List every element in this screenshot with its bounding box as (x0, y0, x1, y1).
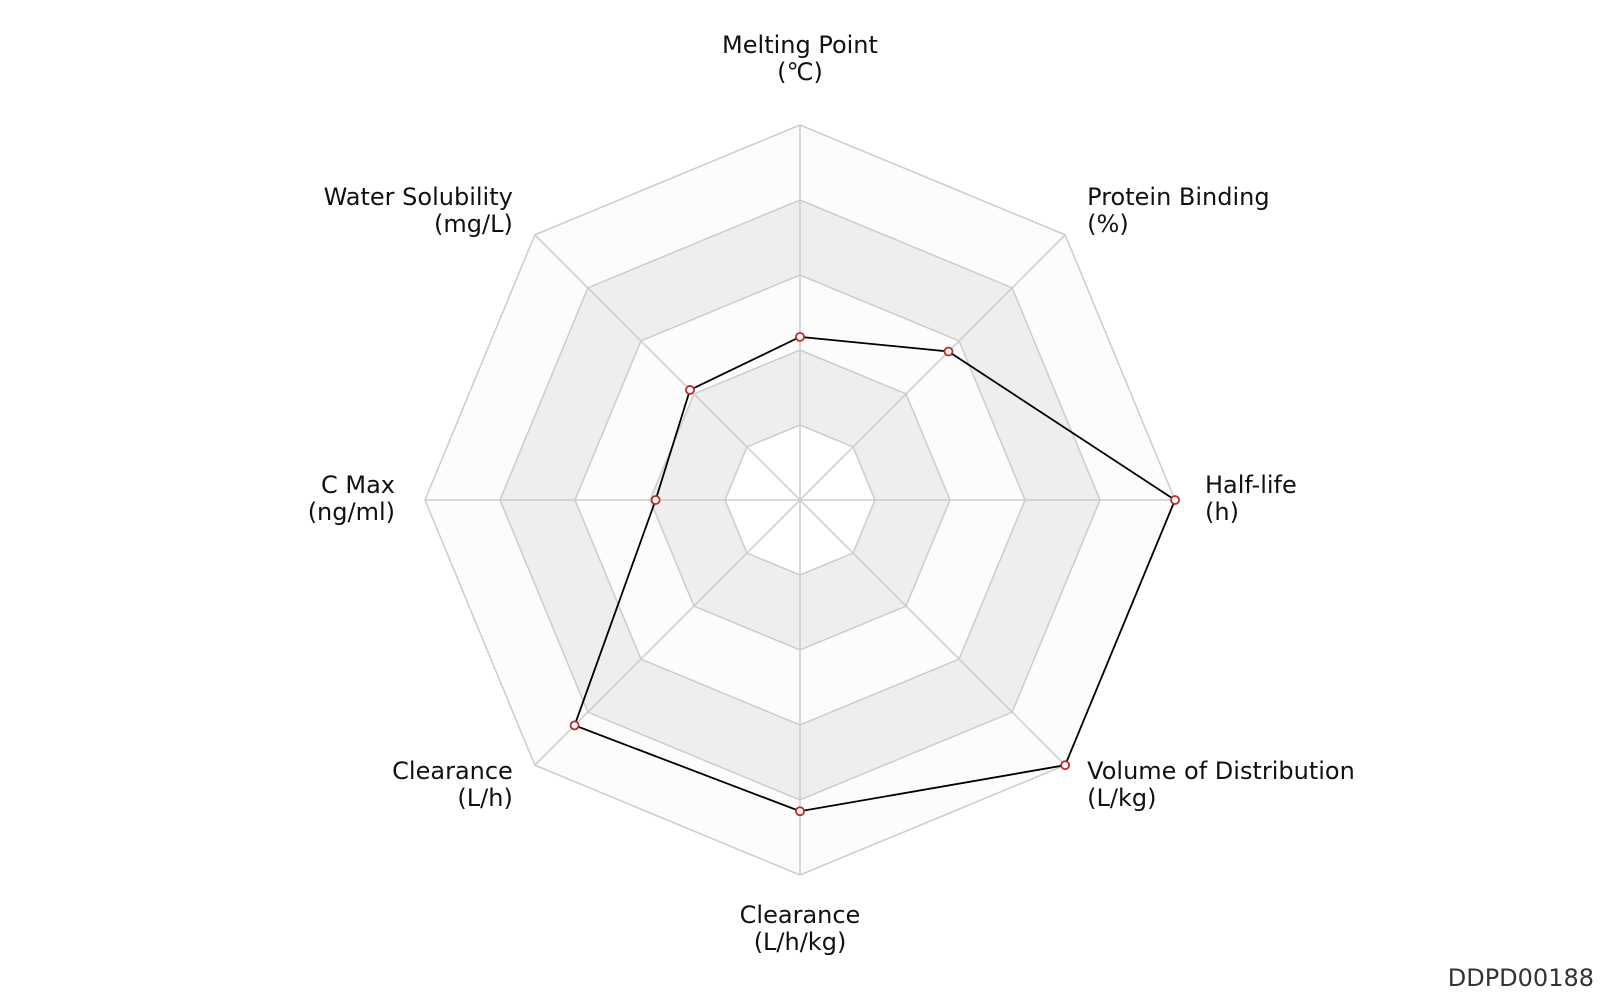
axis-label-name-3: Volume of Distribution (1087, 757, 1355, 785)
axis-label-unit-7: (mg/L) (434, 210, 513, 238)
axis-label-name-4: Clearance (740, 901, 861, 929)
data-series (569, 331, 1180, 817)
axis-label-name-5: Clearance (392, 757, 513, 785)
data-point-6 (650, 495, 661, 505)
data-point-0 (795, 331, 805, 342)
axis-spoke-5 (534, 499, 801, 766)
axis-label-name-7: Water Solubility (324, 183, 513, 211)
axis-label-unit-4: (L/h/kg) (754, 928, 847, 956)
axis-label-name-1: Protein Binding (1087, 183, 1269, 211)
axis-label-unit-5: (L/h) (457, 784, 512, 812)
data-point-2 (1170, 495, 1180, 505)
axis-spoke-3 (799, 499, 1066, 766)
data-point-3 (1060, 760, 1071, 771)
axis-labels: Melting Point(℃) Protein Binding(%) Half-l… (308, 31, 1355, 956)
axis-label-name-0: Melting Point (722, 31, 878, 59)
axis-label-unit-1: (%) (1087, 210, 1129, 238)
axis-label-name-6: C Max (321, 471, 395, 499)
axis-spoke-1 (799, 234, 1066, 501)
axis-label-unit-6: (ng/ml) (308, 498, 395, 526)
data-point-1 (943, 346, 954, 357)
compound-id: DDPD00188 (1447, 964, 1594, 992)
data-point-4 (795, 806, 805, 817)
axis-label-unit-0: (℃) (777, 58, 823, 86)
data-point-5 (569, 720, 580, 731)
data-point-7 (685, 385, 695, 395)
axis-label-name-2: Half-life (1205, 471, 1297, 499)
axis-spoke-7 (534, 234, 801, 501)
axis-label-unit-3: (L/kg) (1087, 784, 1156, 812)
axis-label-unit-2: (h) (1205, 498, 1239, 526)
